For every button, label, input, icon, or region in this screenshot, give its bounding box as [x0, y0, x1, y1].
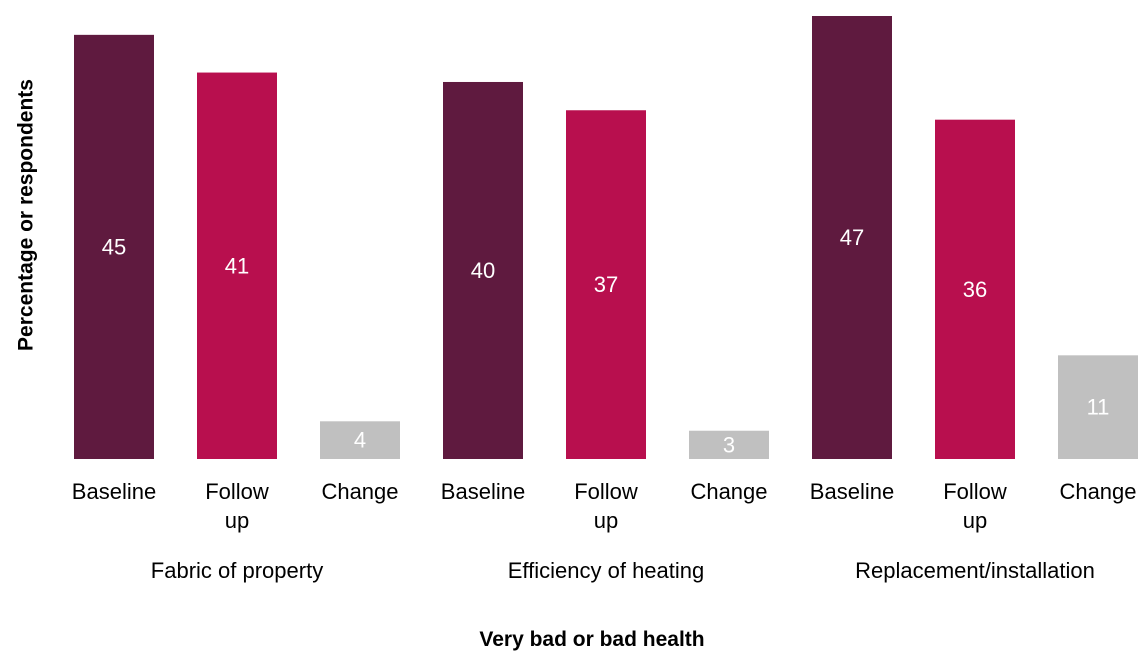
- category-label: Baseline: [72, 479, 156, 504]
- bar-0-change: [320, 421, 400, 459]
- value-label: 4: [354, 428, 366, 453]
- category-label: Follow up: [943, 479, 1007, 533]
- value-label: 11: [1087, 395, 1110, 420]
- category-label: Change: [1059, 479, 1136, 504]
- category-label: Follow up: [574, 479, 638, 533]
- y-axis-title: Percentage or respondents: [15, 79, 38, 351]
- bar-2-baseline: [812, 16, 892, 459]
- category-label: Follow up: [205, 479, 269, 533]
- value-label: 41: [225, 253, 249, 278]
- bar-1-follow-up: [566, 110, 646, 460]
- bar-2-follow-up: [935, 119, 1015, 460]
- value-label: 45: [102, 234, 126, 259]
- bar-1-change: [689, 430, 769, 459]
- bar-2-change: [1058, 355, 1138, 459]
- group-label: Replacement/installation: [855, 558, 1095, 583]
- value-label: 36: [963, 277, 987, 302]
- group-label: Efficiency of heating: [508, 558, 705, 583]
- x-axis-title: Very bad or bad health: [479, 628, 704, 651]
- category-label: Change: [321, 479, 398, 504]
- bars-layer: [74, 16, 1138, 460]
- bar-0-baseline: [74, 34, 154, 459]
- value-label: 40: [471, 258, 495, 283]
- category-label: Baseline: [441, 479, 525, 504]
- bar-0-follow-up: [197, 72, 277, 459]
- value-label: 47: [840, 225, 864, 250]
- category-label: Change: [690, 479, 767, 504]
- group-label: Fabric of property: [151, 558, 323, 583]
- bar-1-baseline: [443, 81, 523, 459]
- value-label: 37: [594, 272, 618, 297]
- value-label: 3: [723, 432, 735, 457]
- category-label: Baseline: [810, 479, 894, 504]
- labels-layer: 45 Baseline 41 Follow up 4 Change Fabric of pro…: [72, 225, 1137, 583]
